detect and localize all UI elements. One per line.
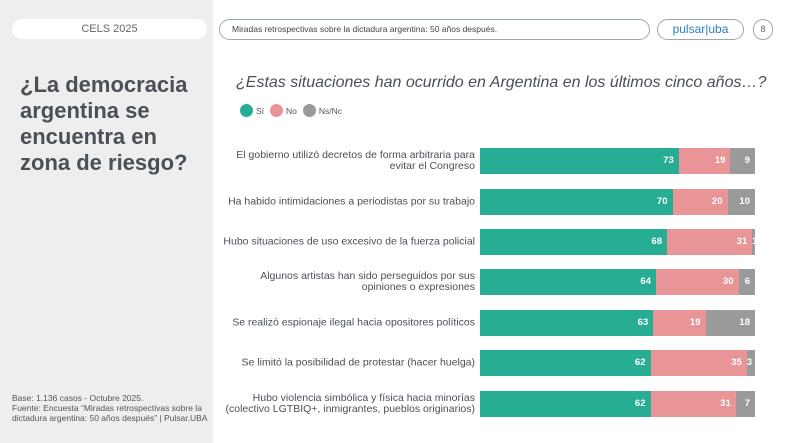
legend-item: Ns/Nc: [302, 104, 343, 117]
stacked-bar: 73 19 9: [480, 148, 755, 174]
chart-row: Algunos artistas han sido perseguidos po…: [220, 269, 760, 295]
chart-row: Ha habido intimidaciones a periodistas p…: [220, 189, 760, 215]
category-label: Hubo situaciones de uso excesivo de la f…: [223, 235, 475, 248]
bar-segment-s: 62: [480, 391, 651, 417]
category-label: Algunos artistas han sido perseguidos po…: [260, 270, 475, 293]
stacked-bar: 62 31 7: [480, 391, 755, 417]
bar-segment-s: 63: [480, 310, 654, 336]
page-heading: ¿La democracia argentina se encuentra en…: [20, 72, 188, 175]
bar-segment-no: 31: [650, 391, 736, 417]
chart-row: Se realizó espionaje ilegal hacia oposit…: [220, 310, 760, 336]
bar-segment-s: 70: [480, 189, 673, 215]
sidebar-panel: [0, 0, 213, 443]
pulsar-uba-logo: pulsar|uba: [657, 19, 744, 40]
category-label: Hubo violencia simbólica y física hacia …: [225, 392, 475, 415]
bar-segment-no: 19: [678, 148, 731, 174]
stacked-bar: 68 31 1: [480, 229, 758, 255]
chart-row: Hubo violencia simbólica y física hacia …: [220, 391, 760, 417]
stacked-bar: 63 19 18: [480, 310, 755, 336]
chart-row: Hubo situaciones de uso excesivo de la f…: [220, 229, 760, 255]
legend-item: No: [270, 104, 297, 117]
bar-segment-nsnc: 18: [705, 310, 755, 336]
report-subtitle: Miradas retrospectivas sobre la dictadur…: [219, 19, 650, 40]
bar-segment-s: 73: [480, 148, 679, 174]
chart-row: Se limitó la posibilidad de protestar (h…: [220, 350, 760, 376]
stacked-bar: 70 20 10: [480, 189, 755, 215]
bar-segment-nsnc: 7: [735, 391, 755, 417]
stacked-bar: 64 30 6: [480, 269, 755, 295]
chart-row: El gobierno utilizó decretos de forma ar…: [220, 148, 760, 174]
bar-segment-nsnc: 10: [727, 189, 755, 215]
report-tag: CELS 2025: [12, 19, 207, 39]
legend-label: Ns/Nc: [318, 105, 343, 116]
chart-legend: Sí No Ns/Nc: [240, 104, 348, 117]
bar-segment-s: 62: [480, 350, 651, 376]
bar-segment-nsnc: 3: [746, 350, 755, 376]
bar-segment-no: 35: [650, 350, 747, 376]
legend-swatch-icon: [270, 104, 284, 117]
chart-title: ¿Estas situaciones han ocurrido en Argen…: [236, 74, 767, 91]
page-number: 8: [753, 19, 773, 40]
bar-segment-s: 68: [480, 229, 667, 255]
bar-segment-no: 31: [667, 229, 753, 255]
bar-segment-no: 20: [672, 189, 728, 215]
legend-label: Sí: [256, 105, 265, 116]
bar-segment-nsnc: 9: [730, 148, 755, 174]
bar-segment-no: 19: [653, 310, 706, 336]
category-label: El gobierno utilizó decretos de forma ar…: [236, 149, 475, 172]
legend-swatch-icon: [240, 104, 253, 117]
category-label: Se limitó la posibilidad de protestar (h…: [241, 356, 475, 369]
bar-segment-s: 64: [480, 269, 656, 295]
bar-segment-nsnc: 1: [752, 229, 758, 255]
footnote: Base: 1.136 casos - Octubre 2025. Fuente…: [12, 393, 208, 423]
legend-item: Sí: [240, 104, 264, 117]
legend-label: No: [286, 105, 297, 116]
category-label: Ha habido intimidaciones a periodistas p…: [228, 195, 475, 208]
stacked-bar: 62 35 3: [480, 350, 755, 376]
category-label: Se realizó espionaje ilegal hacia oposit…: [232, 316, 475, 329]
bar-segment-nsnc: 6: [738, 269, 755, 295]
bar-segment-no: 30: [656, 269, 739, 295]
legend-swatch-icon: [302, 104, 316, 117]
